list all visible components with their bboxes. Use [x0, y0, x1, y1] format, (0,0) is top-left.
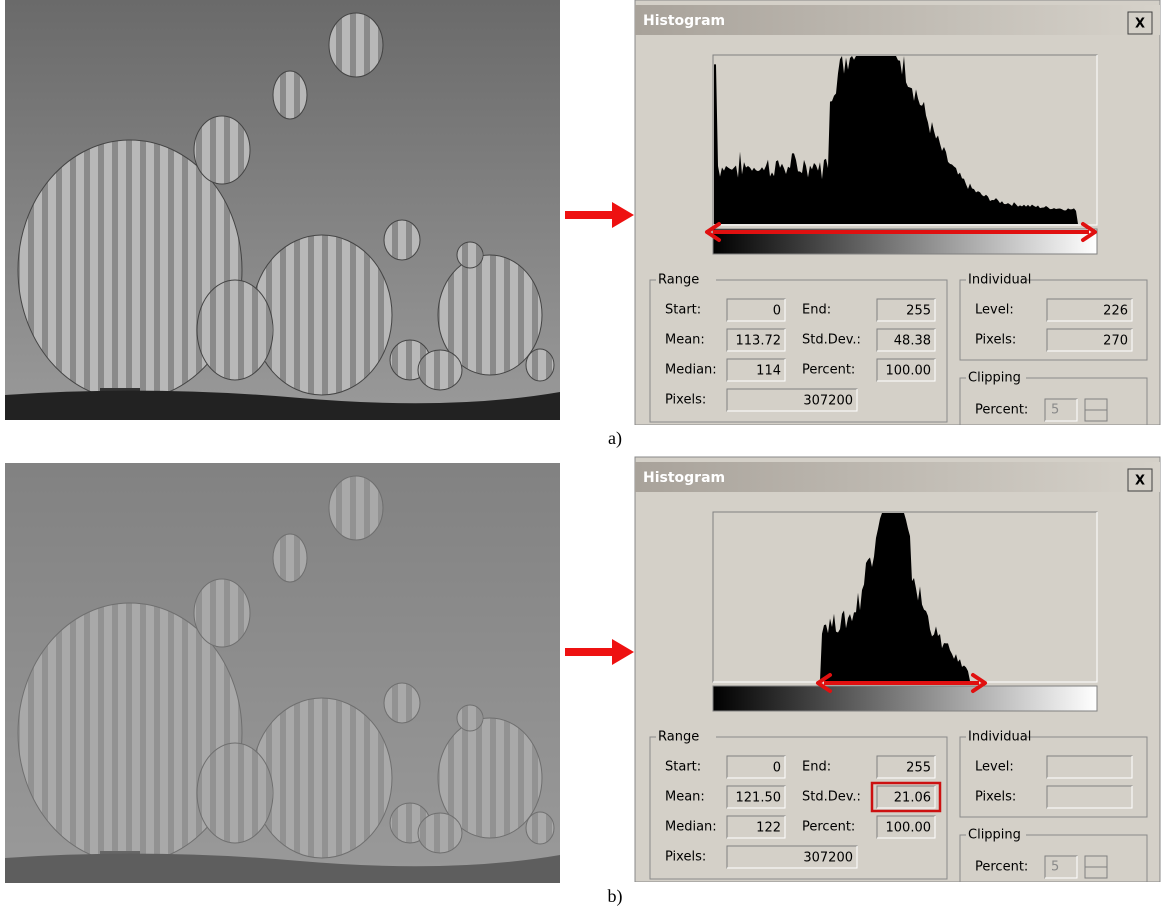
balloon [252, 235, 392, 395]
field-value: 21.06 [894, 791, 931, 806]
histogram-dialog: Histogram X Range Start: 0 End: 255 Mean: 121.50… [633, 457, 1163, 902]
close-label: X [1135, 474, 1145, 489]
close-label: X [1135, 17, 1145, 32]
field-label: Mean: [665, 790, 705, 805]
field-label: Start: [665, 303, 701, 318]
field-label: End: [802, 303, 831, 318]
field-label: Level: [975, 303, 1014, 318]
pointer-arrow [565, 202, 634, 228]
field-label: Pixels: [665, 393, 706, 408]
field-box [1045, 856, 1077, 878]
balloon [418, 350, 462, 390]
panel-label: b) [608, 886, 623, 907]
panel-label: a) [608, 428, 622, 449]
field-label: Std.Dev.: [802, 790, 861, 805]
field-value: 307200 [803, 851, 853, 866]
panel-clip [633, 882, 1163, 902]
field-value: 100.00 [886, 364, 932, 379]
field-label: Percent: [802, 363, 855, 378]
group-box-title: Individual [968, 273, 1031, 288]
field-value: 114 [756, 364, 781, 379]
panel-clip [633, 425, 1163, 445]
field-label: Mean: [665, 333, 705, 348]
balloon [197, 280, 273, 380]
dialog-title: Histogram [643, 13, 725, 29]
field-value: 270 [1103, 334, 1128, 349]
field-value: 255 [906, 761, 931, 776]
gray-ramp [713, 686, 1097, 711]
field-box [1047, 786, 1132, 808]
field-label: Pixels: [975, 790, 1016, 805]
field-value: 113.72 [736, 334, 782, 349]
field-label: Median: [665, 820, 717, 835]
photo [5, 0, 560, 420]
photo [5, 463, 560, 883]
field-box [1045, 399, 1077, 421]
field-label: Pixels: [665, 850, 706, 865]
field-value: 255 [906, 304, 931, 319]
field-value: 0 [773, 304, 781, 319]
field-value: 5 [1051, 860, 1059, 875]
field-value: 48.38 [894, 334, 931, 349]
field-value: 307200 [803, 394, 853, 409]
field-label: End: [802, 760, 831, 775]
field-value: 226 [1103, 304, 1128, 319]
group-box-title: Clipping [968, 371, 1021, 386]
low-contrast-veil [5, 463, 560, 883]
field-label: Percent: [975, 403, 1028, 418]
balloon [273, 71, 307, 119]
pointer-arrow [565, 639, 634, 665]
balloon [194, 116, 250, 184]
figure: Histogram X Range Start: 0 End: 255 Mean: 113.72… [0, 0, 1165, 913]
field-label: Pixels: [975, 333, 1016, 348]
group-box-title: Range [658, 273, 699, 288]
field-label: Std.Dev.: [802, 333, 861, 348]
group-box-title: Individual [968, 730, 1031, 745]
field-box [1047, 756, 1132, 778]
field-value: 121.50 [736, 791, 782, 806]
field-value: 5 [1051, 403, 1059, 418]
field-label: Median: [665, 363, 717, 378]
field-value: 100.00 [886, 821, 932, 836]
field-value: 0 [773, 761, 781, 776]
field-label: Start: [665, 760, 701, 775]
group-box-title: Clipping [968, 828, 1021, 843]
dialog-title: Histogram [643, 470, 725, 486]
balloon [329, 13, 383, 77]
field-value: 122 [756, 821, 781, 836]
balloon [457, 242, 483, 268]
balloon [526, 349, 554, 381]
group-box-title: Range [658, 730, 699, 745]
field-label: Level: [975, 760, 1014, 775]
field-label: Percent: [802, 820, 855, 835]
field-label: Percent: [975, 860, 1028, 875]
balloon [384, 220, 420, 260]
